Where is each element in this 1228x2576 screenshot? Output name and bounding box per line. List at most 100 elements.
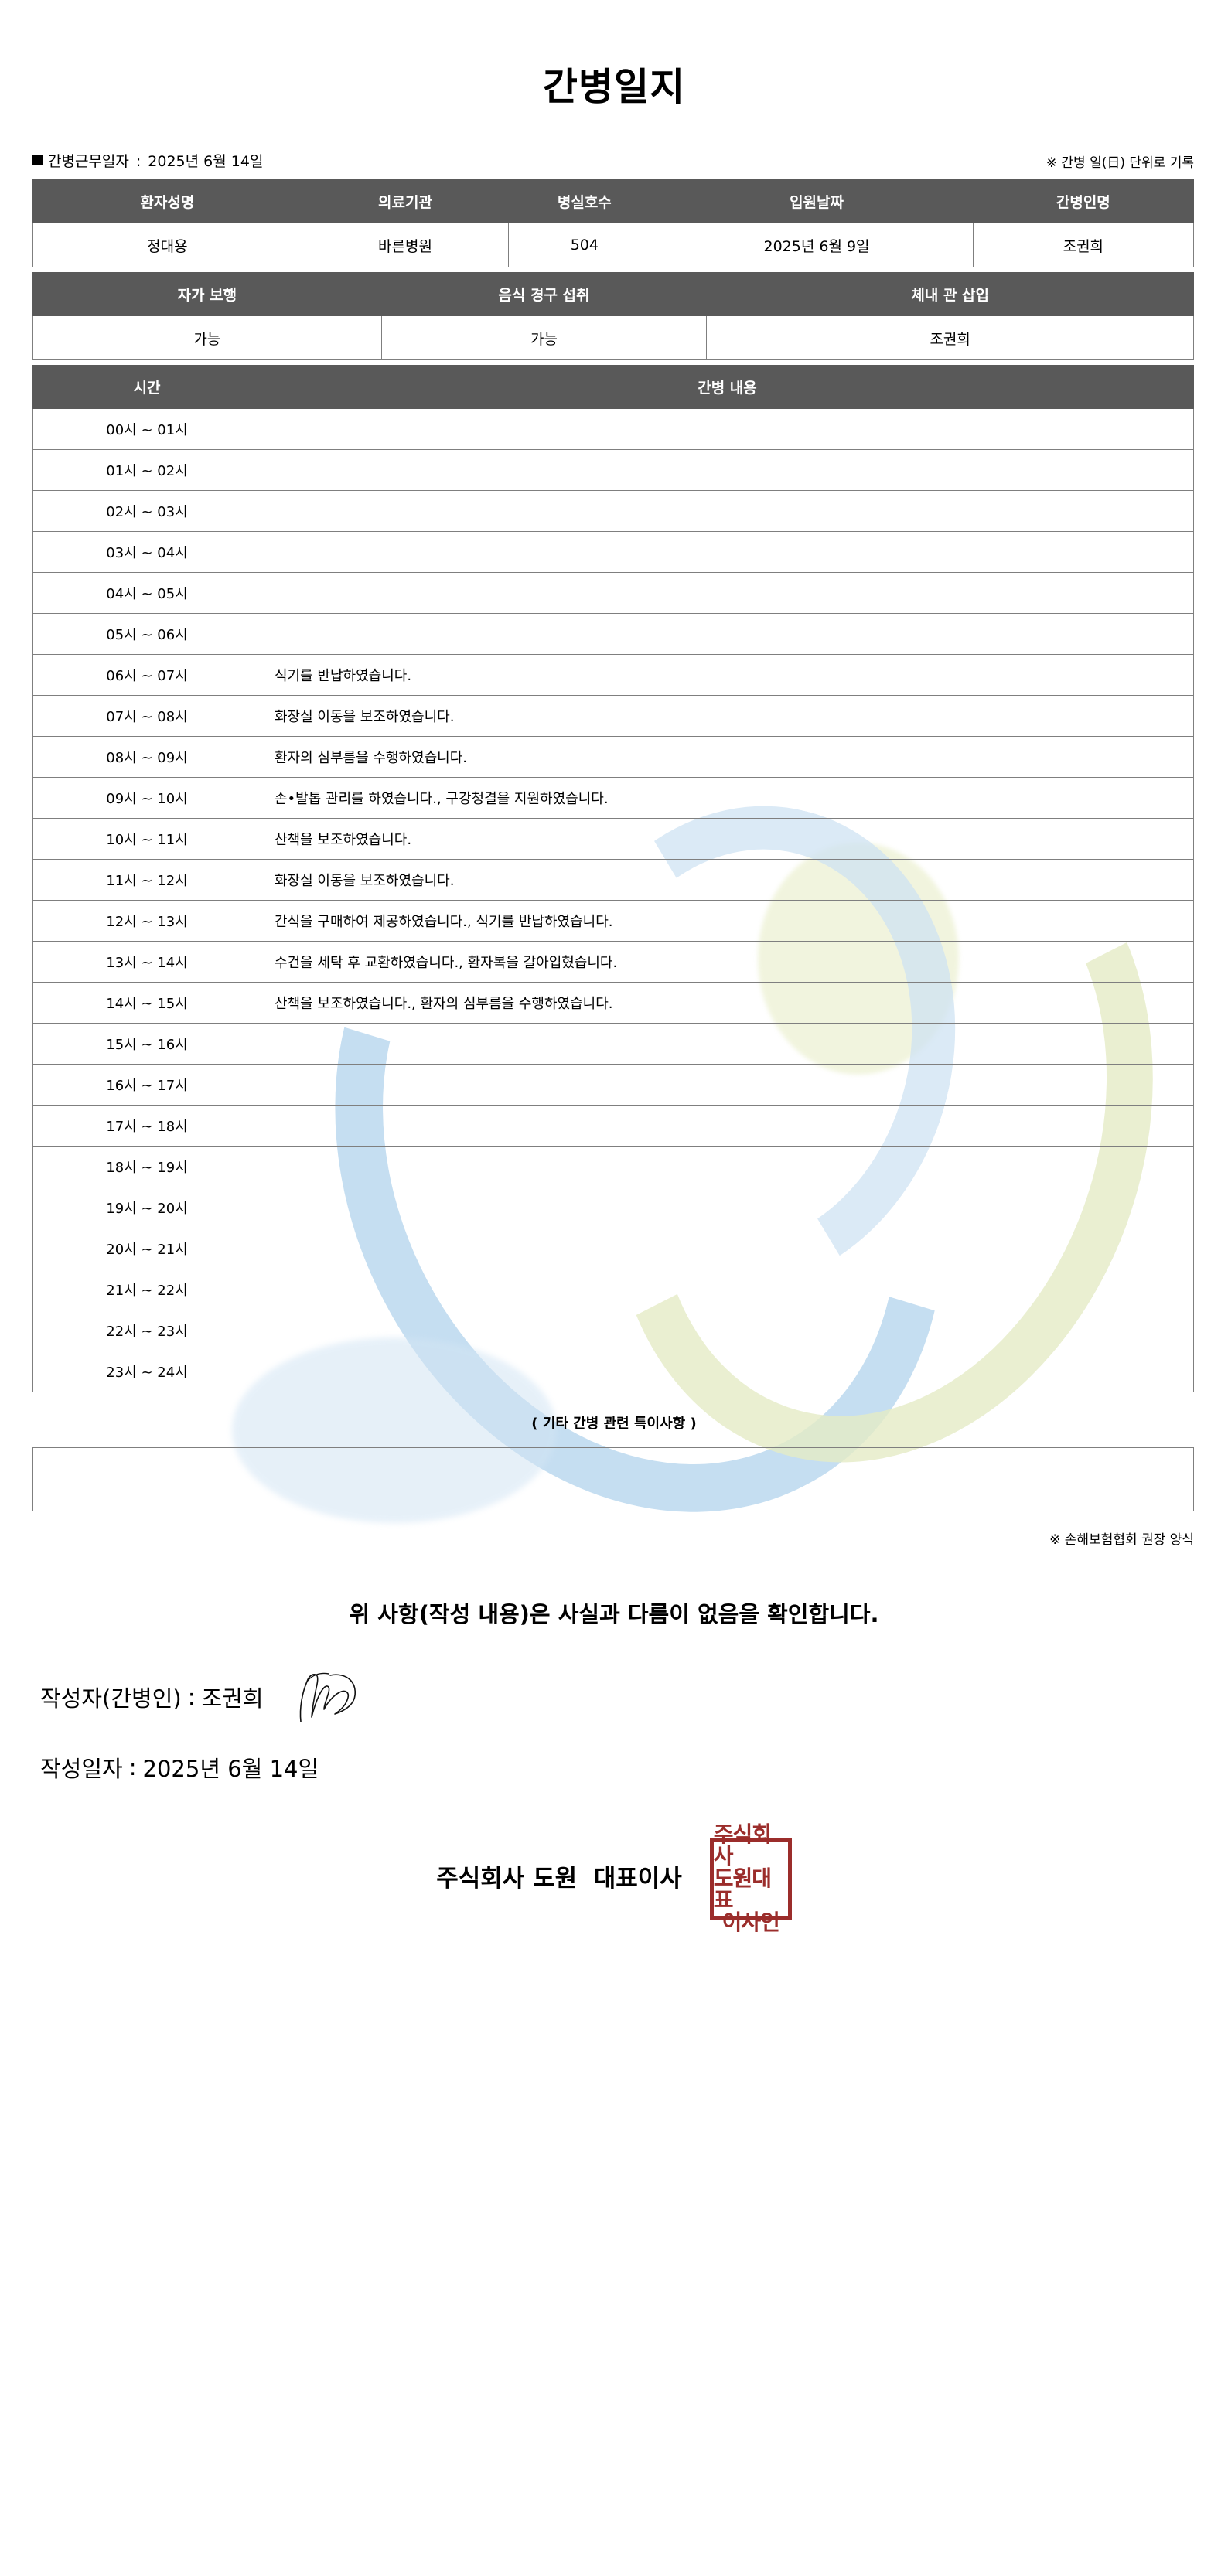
care-log-time-cell: 06시 ~ 07시 <box>32 654 261 696</box>
remarks-caption: ( 기타 간병 관련 특이사항 ) <box>531 1416 697 1432</box>
value-admission-date: 2025년 6월 9일 <box>660 223 974 267</box>
value-oral-intake: 가능 <box>380 315 708 360</box>
form-source-note: ※ 손해보험협회 권장 양식 <box>1049 1532 1194 1548</box>
table-row: 11시 ~ 12시 화장실 이동을 보조하였습니다. <box>32 859 1194 901</box>
handwritten-signature-icon <box>292 1669 361 1725</box>
value-tube-insertion: 조권희 <box>706 315 1194 360</box>
care-log-note-cell[interactable]: 화장실 이동을 보조하였습니다. <box>261 859 1194 901</box>
value-caregiver-name: 조권희 <box>972 223 1195 267</box>
date-row: 작성일자 : 2025년 6월 14일 <box>40 1751 1228 1784</box>
care-log-note-cell[interactable] <box>261 1269 1194 1310</box>
table-row: 18시 ~ 19시 <box>32 1146 1194 1187</box>
care-log-note-cell[interactable]: 산책을 보조하였습니다., 환자의 심부름을 수행하였습니다. <box>261 982 1194 1024</box>
care-log-note-cell[interactable] <box>261 613 1194 655</box>
care-log-time-cell: 00시 ~ 01시 <box>32 408 261 450</box>
care-log-note-cell[interactable] <box>261 449 1194 491</box>
patient-info-table: 환자성명 의료기관 병실호수 입원날짜 간병인명 정대용 바른병원 504 20… <box>32 179 1195 267</box>
care-log-note-cell[interactable] <box>261 1310 1194 1351</box>
table-row: 16시 ~ 17시 <box>32 1064 1194 1106</box>
table-row: 15시 ~ 16시 <box>32 1023 1194 1065</box>
care-log-note-cell[interactable]: 간식을 구매하여 제공하였습니다., 식기를 반납하였습니다. <box>261 900 1194 942</box>
care-log-note-cell[interactable] <box>261 1146 1194 1187</box>
table-row: 13시 ~ 14시 수건을 세탁 후 교환하였습니다., 환자복을 갈아입혔습니다… <box>32 941 1194 983</box>
value-self-walking: 가능 <box>32 315 382 360</box>
care-log-time-cell: 17시 ~ 18시 <box>32 1105 261 1147</box>
care-log-note-cell[interactable] <box>261 490 1194 532</box>
table-row: 23시 ~ 24시 <box>32 1351 1194 1392</box>
care-log-note-cell[interactable]: 환자의 심부름을 수행하였습니다. <box>261 736 1194 778</box>
table-row: 12시 ~ 13시 간식을 구매하여 제공하였습니다., 식기를 반납하였습니다. <box>32 900 1194 942</box>
care-log-note-cell[interactable] <box>261 1187 1194 1228</box>
care-log-time-cell: 03시 ~ 04시 <box>32 531 261 573</box>
table-row: 09시 ~ 10시 손•발톱 관리를 하였습니다., 구강청결을 지원하였습니다. <box>32 777 1194 819</box>
square-bullet-icon <box>32 155 43 165</box>
care-log-note-cell[interactable] <box>261 1105 1194 1147</box>
care-log-note-cell[interactable] <box>261 531 1194 573</box>
date-colon: : <box>128 1754 137 1780</box>
header-caregiver-name: 간병인명 <box>972 179 1195 223</box>
care-log-time-cell: 22시 ~ 23시 <box>32 1310 261 1351</box>
header-care-content: 간병 내용 <box>261 365 1194 409</box>
confirm-statement: 위 사항(작성 내용)은 사실과 다름이 없음을 확인합니다. <box>349 1601 879 1627</box>
condition-header-row: 자가 보행 음식 경구 섭취 체내 관 삽입 <box>32 272 1194 316</box>
care-log-time-cell: 20시 ~ 21시 <box>32 1228 261 1269</box>
remarks-input[interactable] <box>32 1447 1194 1511</box>
table-row: 06시 ~ 07시 식기를 반납하였습니다. <box>32 654 1194 696</box>
care-log-note-cell[interactable]: 식기를 반납하였습니다. <box>261 654 1194 696</box>
table-row: 19시 ~ 20시 <box>32 1187 1194 1228</box>
care-log-note-cell[interactable]: 화장실 이동을 보조하였습니다. <box>261 695 1194 737</box>
care-log-note-cell[interactable] <box>261 408 1194 450</box>
care-log-time-cell: 09시 ~ 10시 <box>32 777 261 819</box>
table-row: 08시 ~ 09시 환자의 심부름을 수행하였습니다. <box>32 736 1194 778</box>
table-row: 03시 ~ 04시 <box>32 531 1194 573</box>
header-time: 시간 <box>32 365 261 409</box>
author-row: 작성자(간병인) : 조권희 <box>40 1669 1228 1725</box>
meta-row: 간병근무일자 : 2025년 6월 14일 ※ 간병 일(日) 단위로 기록 <box>32 150 1194 171</box>
table-row: 07시 ~ 08시 화장실 이동을 보조하였습니다. <box>32 695 1194 737</box>
care-log-table: 시간 간병 내용 00시 ~ 01시 01시 ~ 02시 02시 ~ 03시 03시 … <box>32 365 1194 1392</box>
care-log-time-cell: 08시 ~ 09시 <box>32 736 261 778</box>
care-log-note-cell[interactable] <box>261 1023 1194 1065</box>
patient-info-header-row: 환자성명 의료기관 병실호수 입원날짜 간병인명 <box>32 179 1195 223</box>
work-date-value: 2025년 6월 14일 <box>148 153 264 170</box>
care-log-note-cell[interactable] <box>261 1064 1194 1106</box>
work-date-label: 간병근무일자 <box>48 153 129 170</box>
company-seal-icon: 주식회사 도원대표 이사인 <box>709 1823 792 1933</box>
author-colon: : <box>187 1684 196 1710</box>
care-log-note-cell[interactable]: 수건을 세탁 후 교환하였습니다., 환자복을 갈아입혔습니다. <box>261 941 1194 983</box>
table-row: 10시 ~ 11시 산책을 보조하였습니다. <box>32 818 1194 860</box>
table-row: 00시 ~ 01시 <box>32 408 1194 450</box>
care-log-note-cell[interactable]: 산책을 보조하였습니다. <box>261 818 1194 860</box>
care-log-note-cell[interactable] <box>261 1228 1194 1269</box>
value-patient-name: 정대용 <box>32 223 302 267</box>
table-row: 02시 ~ 03시 <box>32 490 1194 532</box>
work-date-group: 간병근무일자 : 2025년 6월 14일 <box>32 150 263 171</box>
care-log-note-cell[interactable] <box>261 572 1194 614</box>
condition-table: 자가 보행 음식 경구 섭취 체내 관 삽입 가능 가능 조권희 <box>32 272 1194 360</box>
value-hospital: 바른병원 <box>301 223 510 267</box>
care-log-time-cell: 05시 ~ 06시 <box>32 613 261 655</box>
care-log-note-cell[interactable] <box>261 1351 1194 1392</box>
table-row: 20시 ~ 21시 <box>32 1228 1194 1269</box>
care-log-time-cell: 10시 ~ 11시 <box>32 818 261 860</box>
header-self-walking: 자가 보행 <box>32 272 382 316</box>
table-row: 17시 ~ 18시 <box>32 1105 1194 1147</box>
care-log-time-cell: 16시 ~ 17시 <box>32 1064 261 1106</box>
date-value: 2025년 6월 14일 <box>142 1756 319 1782</box>
company-name: 주식회사 도원 대표이사 <box>436 1864 682 1893</box>
work-date-colon: : <box>135 153 142 170</box>
care-log-time-cell: 07시 ~ 08시 <box>32 695 261 737</box>
header-admission-date: 입원날짜 <box>660 179 974 223</box>
care-log-time-cell: 18시 ~ 19시 <box>32 1146 261 1187</box>
value-room-number: 504 <box>508 223 661 267</box>
table-row: 21시 ~ 22시 <box>32 1269 1194 1310</box>
page-title: 간병일지 <box>542 65 686 109</box>
table-row: 01시 ~ 02시 <box>32 449 1194 491</box>
condition-value-row: 가능 가능 조권희 <box>32 315 1194 360</box>
table-row: 22시 ~ 23시 <box>32 1310 1194 1351</box>
author-label: 작성자(간병인) <box>40 1685 182 1712</box>
care-log-note-cell[interactable]: 손•발톱 관리를 하였습니다., 구강청결을 지원하였습니다. <box>261 777 1194 819</box>
seal-line-2: 도원대표 <box>713 1865 772 1913</box>
seal-line-3: 이사인 <box>721 1909 780 1935</box>
